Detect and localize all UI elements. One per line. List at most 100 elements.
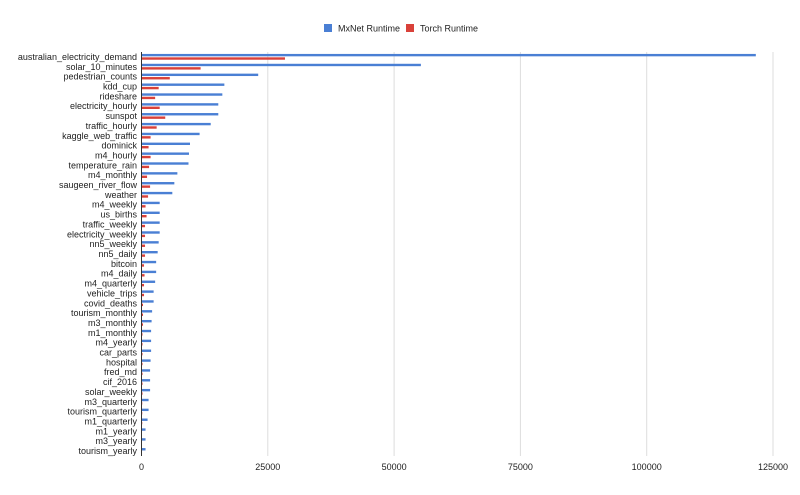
bar-mxnet [141, 428, 146, 431]
y-tick-label: solar_10_minutes [66, 62, 138, 72]
bar-torch [141, 293, 145, 297]
bar-mxnet [141, 359, 151, 362]
bar-mxnet [141, 113, 219, 116]
bar-mxnet [141, 162, 189, 165]
bars [141, 53, 756, 454]
bar-mxnet [141, 379, 151, 382]
bar-torch [141, 392, 143, 395]
y-tick-label: m4_daily [101, 269, 138, 279]
y-tick-label: m3_yearly [95, 436, 137, 446]
bar-torch [141, 343, 143, 346]
y-tick-label: temperature_rain [68, 160, 137, 170]
y-tick-label: vehicle_trips [87, 288, 138, 298]
y-tick-label: tourism_quarterly [67, 407, 137, 417]
bar-torch [141, 234, 146, 238]
bar-torch [141, 175, 148, 178]
y-tick-label: dominick [101, 141, 137, 151]
bar-mxnet [141, 241, 159, 244]
bar-mxnet [141, 63, 421, 67]
y-tick-label: rideshare [99, 91, 137, 101]
bar-torch [141, 116, 166, 119]
bar-mxnet [141, 231, 160, 234]
bar-mxnet [141, 438, 146, 441]
y-tick-label: pedestrian_counts [63, 72, 137, 82]
bar-mxnet [141, 339, 152, 343]
bar-torch [141, 155, 151, 159]
bar-torch [141, 323, 144, 326]
x-tick-label: 75000 [508, 462, 533, 472]
x-axis-labels: 0 25000 50000 75000 100000 125000 [139, 462, 788, 472]
bar-torch [141, 146, 149, 149]
bar-mxnet [141, 53, 756, 57]
bar-mxnet [141, 329, 152, 333]
y-tick-label: electricity_hourly [70, 101, 138, 111]
bar-torch [141, 264, 145, 267]
bar-mxnet [141, 310, 153, 313]
y-tick-label: m4_quarterly [84, 279, 137, 289]
y-tick-label: nn5_weekly [89, 239, 137, 249]
y-tick-label: car_parts [99, 348, 137, 358]
bar-torch [141, 372, 143, 376]
bar-torch [141, 126, 157, 129]
bar-torch [141, 214, 147, 218]
y-tick-label: tourism_yearly [78, 446, 137, 456]
bar-torch [141, 303, 144, 307]
bar-mxnet [141, 408, 149, 412]
bar-torch [141, 283, 145, 287]
bar-torch [141, 106, 160, 109]
x-tick-label: 125000 [758, 462, 788, 472]
y-tick-label: m1_quarterly [84, 417, 137, 427]
bar-mxnet [141, 142, 190, 146]
bar-mxnet [141, 418, 148, 421]
bar-mxnet [141, 290, 154, 293]
legend-swatch-torch [406, 24, 414, 32]
bar-mxnet [141, 349, 152, 352]
y-tick-label: solar_weekly [85, 387, 138, 397]
y-tick-label: sunspot [105, 111, 137, 121]
y-tick-label: kdd_cup [103, 81, 137, 91]
bar-torch [141, 224, 146, 228]
y-tick-label: m3_quarterly [84, 397, 137, 407]
bar-mxnet [141, 260, 157, 264]
bar-torch [141, 195, 149, 198]
bar-mxnet [141, 319, 152, 323]
y-tick-label: m1_yearly [95, 426, 137, 436]
y-tick-label: australian_electricity_demand [18, 52, 137, 62]
bar-mxnet [141, 103, 219, 106]
bar-torch [141, 254, 146, 257]
bar-torch [141, 352, 143, 356]
legend-label: Torch Runtime [420, 24, 478, 34]
bar-torch [141, 333, 143, 336]
y-tick-label: traffic_weekly [83, 219, 138, 229]
y-tick-label: traffic_hourly [86, 121, 138, 131]
bar-torch [141, 57, 285, 60]
bar-mxnet [141, 251, 158, 254]
gridlines [267, 52, 774, 456]
y-tick-label: m1_monthly [88, 328, 138, 338]
bar-torch [141, 165, 150, 169]
bar-mxnet [141, 388, 151, 392]
y-tick-label: tourism_monthly [71, 308, 138, 318]
bar-mxnet [141, 191, 173, 195]
bar-torch [141, 67, 201, 70]
y-tick-label: m3_monthly [88, 318, 138, 328]
y-tick-label: m4_weekly [92, 200, 138, 210]
bar-mxnet [141, 93, 223, 96]
legend: MxNet Runtime Torch Runtime [324, 24, 478, 34]
bar-mxnet [141, 152, 189, 155]
x-tick-label: 50000 [382, 462, 407, 472]
y-tick-label: weather [104, 190, 137, 200]
bar-torch [141, 205, 146, 208]
bar-torch [141, 244, 146, 247]
bar-mxnet [141, 300, 154, 303]
x-tick-label: 0 [139, 462, 144, 472]
bar-torch [141, 77, 170, 80]
y-tick-label: fred_md [104, 367, 137, 377]
y-axis-labels: australian_electricity_demandsolar_10_mi… [18, 52, 138, 456]
y-tick-label: us_births [100, 210, 137, 220]
bar-torch [141, 362, 143, 366]
bar-torch [141, 86, 159, 90]
bar-mxnet [141, 83, 225, 86]
bar-torch [141, 382, 143, 385]
